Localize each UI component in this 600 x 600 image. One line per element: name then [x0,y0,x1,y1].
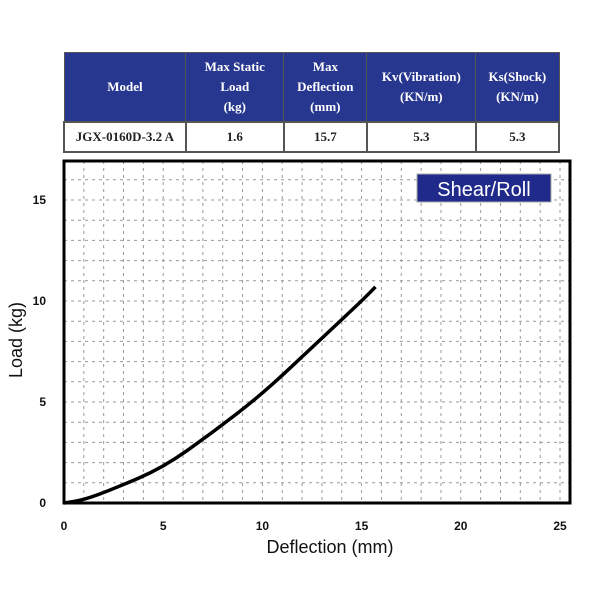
column-header: Ks(Shock) (KN/m) [475,52,560,123]
x-tick-label: 5 [160,519,167,533]
plot-frame [62,159,572,505]
y-tick-label: 0 [39,496,46,510]
table-cell: 5.3 [365,121,477,153]
header-line: Max Static [204,59,265,74]
shear-roll-badge [416,173,552,203]
header-line: (KN/m) [496,89,539,104]
table-cell: JGX-0160D-3.2 A [63,121,187,153]
y-tick-label: 5 [39,395,46,409]
x-tick-label: 0 [61,519,68,533]
x-tick-label: 25 [553,519,567,533]
column-header: Model [63,52,187,123]
y-tick-label: 15 [33,193,47,207]
y-axis-label: Load (kg) [6,302,26,378]
series-line [63,285,377,505]
header-line: Deflection [297,79,354,94]
header-line: Load [220,79,250,94]
table-row: JGX-0160D-3.2 A 1.6 15.7 5.3 5.3 [63,121,561,153]
x-tick-label: 15 [355,519,369,533]
table-cell: 15.7 [282,121,368,153]
x-tick-label: 20 [454,519,468,533]
header-line: (mm) [310,99,341,114]
column-header: Kv(Vibration) (KN/m) [366,52,477,123]
header-line: Model [107,79,143,94]
x-axis-label: Deflection (mm) [266,537,393,557]
table-cell: 5.3 [474,121,561,153]
spec-table: Model Max Static Load (kg) Max Deflection (mm)… [63,52,561,153]
table-cell: 1.6 [184,121,285,153]
x-tick-label: 10 [256,519,270,533]
header-line: (KN/m) [400,89,443,104]
y-tick-label: 10 [33,294,47,308]
header-line: Max [312,59,338,74]
header-line: Ks(Shock) [488,69,547,84]
header-line: (kg) [223,99,246,114]
header-line: Kv(Vibration) [381,69,461,84]
column-header: Max Deflection (mm) [283,52,368,123]
shear-roll-label: Shear/Roll [437,179,530,201]
